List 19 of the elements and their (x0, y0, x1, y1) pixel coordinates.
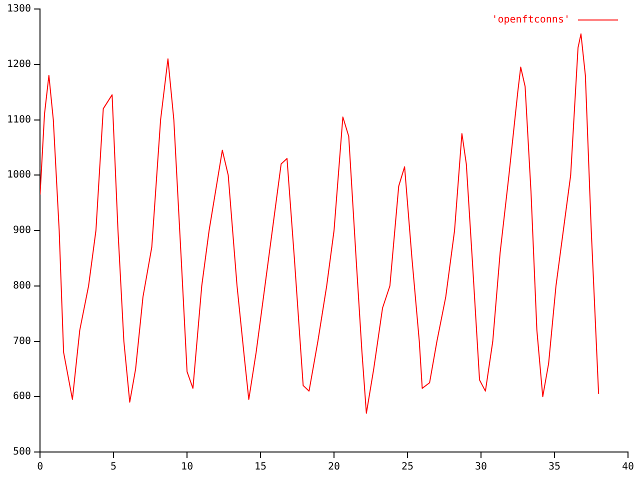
y-tick-label: 700 (13, 336, 32, 347)
y-tick-label: 800 (13, 280, 32, 292)
x-tick-label: 0 (37, 462, 44, 473)
y-tick-label: 900 (13, 225, 32, 236)
y-tick-label: 1000 (6, 170, 32, 181)
x-tick-label: 25 (402, 462, 414, 473)
y-tick-label: 1100 (6, 114, 32, 126)
x-tick-label: 5 (110, 462, 117, 473)
x-tick-label: 10 (181, 462, 194, 473)
y-tick-label: 1300 (6, 4, 32, 15)
x-tick-label: 20 (328, 462, 340, 473)
x-tick-label: 15 (254, 462, 267, 473)
y-tick-label: 1200 (6, 58, 32, 70)
y-tick-label: 500 (13, 446, 32, 458)
x-tick-label: 30 (474, 462, 488, 473)
x-tick-label: 35 (548, 462, 561, 473)
y-tick-label: 600 (13, 391, 32, 402)
x-tick-label: 40 (622, 462, 634, 473)
legend-label: 'openftconns' (492, 14, 570, 26)
